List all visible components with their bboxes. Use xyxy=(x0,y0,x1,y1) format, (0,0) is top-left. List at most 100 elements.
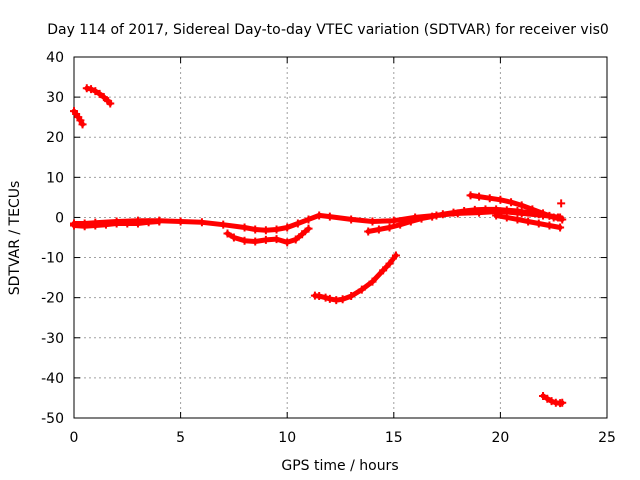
data-point xyxy=(547,397,556,406)
data-point xyxy=(176,217,185,226)
data-point xyxy=(391,251,400,260)
data-point xyxy=(396,220,405,229)
data-point xyxy=(357,285,366,294)
data-point xyxy=(76,116,85,125)
data-points xyxy=(70,84,567,408)
data-point xyxy=(223,229,232,238)
data-point xyxy=(283,223,292,232)
data-point xyxy=(528,205,537,214)
data-point xyxy=(460,207,469,216)
x-tick-label: 15 xyxy=(385,430,403,446)
y-tick-label: -10 xyxy=(41,251,64,267)
y-tick-label: -20 xyxy=(41,291,64,307)
series-arc-j xyxy=(539,391,567,408)
data-point xyxy=(123,219,132,228)
series-arc-h xyxy=(466,191,567,224)
data-point xyxy=(385,223,394,232)
series-trace xyxy=(225,226,311,245)
data-point xyxy=(315,292,324,301)
data-point xyxy=(261,235,270,244)
data-point xyxy=(144,218,153,227)
data-point xyxy=(298,230,307,239)
series-arc-g xyxy=(364,205,562,236)
data-point xyxy=(112,219,121,228)
data-point xyxy=(558,215,567,224)
x-axis-label: GPS time / hours xyxy=(281,458,398,474)
data-point xyxy=(513,207,522,216)
data-point xyxy=(556,223,565,232)
y-tick-label: -40 xyxy=(41,371,64,387)
data-point xyxy=(534,219,543,228)
y-tick-label: 0 xyxy=(55,210,64,226)
data-point xyxy=(513,215,522,224)
tick-labels: 0 5 10 15 20 25 -50 -40 -30 -20 -10 0 10 20 30 40 xyxy=(41,50,616,446)
series-arc-e xyxy=(223,224,313,247)
chart-title: Day 114 of 2017, Sidereal Day-to-day VTE… xyxy=(47,22,609,38)
series-trace xyxy=(312,253,399,303)
data-point xyxy=(507,198,516,207)
data-point xyxy=(91,87,100,96)
data-point xyxy=(558,398,567,407)
series-arc-d xyxy=(70,217,164,231)
data-point xyxy=(492,211,501,220)
data-point xyxy=(438,210,447,219)
ticks xyxy=(73,56,608,419)
data-point xyxy=(304,215,313,224)
data-point xyxy=(406,217,415,226)
data-point xyxy=(283,238,292,247)
data-point xyxy=(517,201,526,210)
data-point xyxy=(155,217,164,226)
series-trace xyxy=(468,192,565,222)
data-point xyxy=(78,120,87,129)
y-axis-label: SDTVAR / TECUs xyxy=(7,181,23,296)
data-point xyxy=(417,214,426,223)
data-point xyxy=(133,219,142,228)
data-point xyxy=(389,216,398,225)
data-point xyxy=(470,205,479,214)
y-tick-label: -50 xyxy=(41,411,64,427)
data-point xyxy=(502,206,511,215)
data-point xyxy=(481,205,490,214)
data-point xyxy=(272,225,281,234)
data-point xyxy=(321,293,330,302)
data-point xyxy=(385,259,394,268)
data-point xyxy=(466,191,475,200)
data-point xyxy=(91,221,100,230)
data-point xyxy=(293,219,302,228)
x-tick-label: 0 xyxy=(70,430,79,446)
data-point xyxy=(325,294,334,303)
data-point xyxy=(338,295,347,304)
data-point xyxy=(240,223,249,232)
series-arc-i xyxy=(492,211,565,232)
data-point xyxy=(325,212,334,221)
data-point xyxy=(106,99,115,108)
data-point xyxy=(291,235,300,244)
data-point xyxy=(251,225,260,234)
y-tick-label: 40 xyxy=(46,50,64,66)
x-tick-label: 25 xyxy=(598,430,616,446)
x-tick-label: 20 xyxy=(491,430,509,446)
data-point xyxy=(368,277,377,286)
data-point xyxy=(347,215,356,224)
plot-frame xyxy=(73,56,608,419)
data-point xyxy=(502,213,511,222)
data-point xyxy=(557,199,566,208)
series-arc-f xyxy=(310,251,400,305)
data-point xyxy=(347,292,356,301)
data-point xyxy=(475,192,484,201)
data-point xyxy=(428,212,437,221)
data-point xyxy=(304,224,313,233)
data-point xyxy=(251,237,260,246)
data-point xyxy=(272,235,281,244)
data-point xyxy=(219,220,228,229)
data-point xyxy=(240,236,249,245)
data-point xyxy=(485,194,494,203)
data-point xyxy=(539,209,548,218)
series-arc-a xyxy=(70,107,87,129)
data-point xyxy=(95,89,104,98)
data-point xyxy=(496,195,505,204)
data-point xyxy=(99,93,108,102)
data-point xyxy=(80,222,89,231)
y-tick-label: 20 xyxy=(46,130,64,146)
